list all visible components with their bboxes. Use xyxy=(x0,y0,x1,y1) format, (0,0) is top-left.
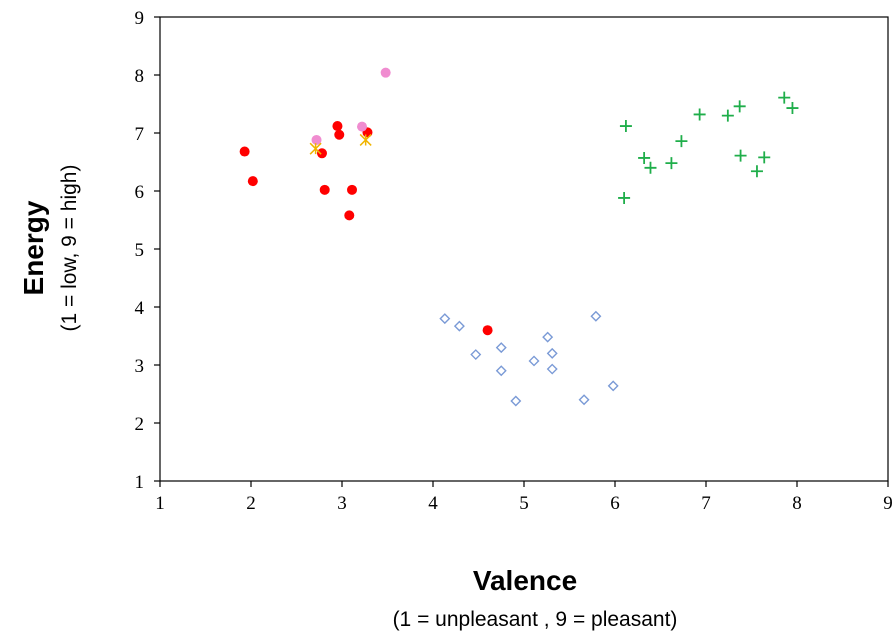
data-point xyxy=(332,121,343,132)
data-point xyxy=(750,165,763,178)
y-tick-label: 5 xyxy=(135,240,145,261)
data-point xyxy=(619,120,632,133)
data-point xyxy=(510,395,522,407)
x-tick-label: 7 xyxy=(701,493,711,514)
data-point xyxy=(357,121,368,132)
data-point xyxy=(665,157,678,170)
data-point xyxy=(380,67,391,78)
data-point xyxy=(578,394,590,406)
y-tick-label: 3 xyxy=(135,356,145,377)
data-point xyxy=(439,313,451,325)
data-point xyxy=(758,151,771,164)
data-point xyxy=(607,380,619,392)
data-point xyxy=(495,342,507,354)
data-point xyxy=(239,146,250,157)
data-point xyxy=(470,349,482,361)
data-point xyxy=(734,149,747,162)
data-point xyxy=(334,129,345,140)
x-tick-label: 8 xyxy=(792,493,802,514)
data-point xyxy=(644,161,657,174)
data-point xyxy=(309,142,322,155)
y-axis-sublabel: (1 = low, 9 = high) xyxy=(58,165,81,332)
data-point xyxy=(618,191,631,204)
data-point xyxy=(311,134,322,145)
data-point xyxy=(344,210,355,221)
y-tick-label: 1 xyxy=(135,472,145,493)
data-point xyxy=(359,133,372,146)
data-point xyxy=(693,108,706,121)
y-tick-label: 4 xyxy=(135,298,145,319)
x-tick-label: 5 xyxy=(519,493,529,514)
x-tick-label: 9 xyxy=(883,493,893,514)
data-point xyxy=(495,365,507,377)
y-tick-label: 6 xyxy=(135,182,145,203)
data-point xyxy=(721,109,734,122)
x-tick-label: 1 xyxy=(155,493,165,514)
plot-area xyxy=(159,16,889,482)
x-tick-label: 6 xyxy=(610,493,620,514)
x-tick-label: 3 xyxy=(337,493,347,514)
data-point xyxy=(482,325,493,336)
data-point xyxy=(733,100,746,113)
data-points xyxy=(239,67,799,407)
data-point xyxy=(528,355,540,367)
data-point xyxy=(675,135,688,148)
x-axis-ticks: 1 2 3 4 5 6 7 8 9 xyxy=(155,481,893,514)
x-axis-label: Valence xyxy=(473,565,577,596)
y-tick-label: 7 xyxy=(135,124,145,145)
x-tick-label: 2 xyxy=(246,493,256,514)
data-point xyxy=(319,184,330,195)
data-point xyxy=(546,347,558,359)
x-tick-label: 4 xyxy=(428,493,438,514)
y-axis-label: Energy xyxy=(18,200,49,295)
data-point xyxy=(638,151,651,164)
data-point xyxy=(590,310,602,322)
y-tick-label: 9 xyxy=(135,8,145,29)
data-point xyxy=(542,331,554,343)
data-point xyxy=(786,102,799,115)
y-tick-label: 2 xyxy=(135,414,145,435)
y-tick-label: 8 xyxy=(135,66,145,87)
y-axis-ticks: 1 2 3 4 5 6 7 8 9 xyxy=(135,8,160,493)
data-point xyxy=(247,176,258,187)
data-point xyxy=(778,91,791,104)
data-point xyxy=(453,320,465,332)
data-point xyxy=(546,363,558,375)
data-point xyxy=(347,184,358,195)
data-point xyxy=(316,148,327,159)
x-axis-sublabel: (1 = unpleasant , 9 = pleasant) xyxy=(393,608,678,631)
